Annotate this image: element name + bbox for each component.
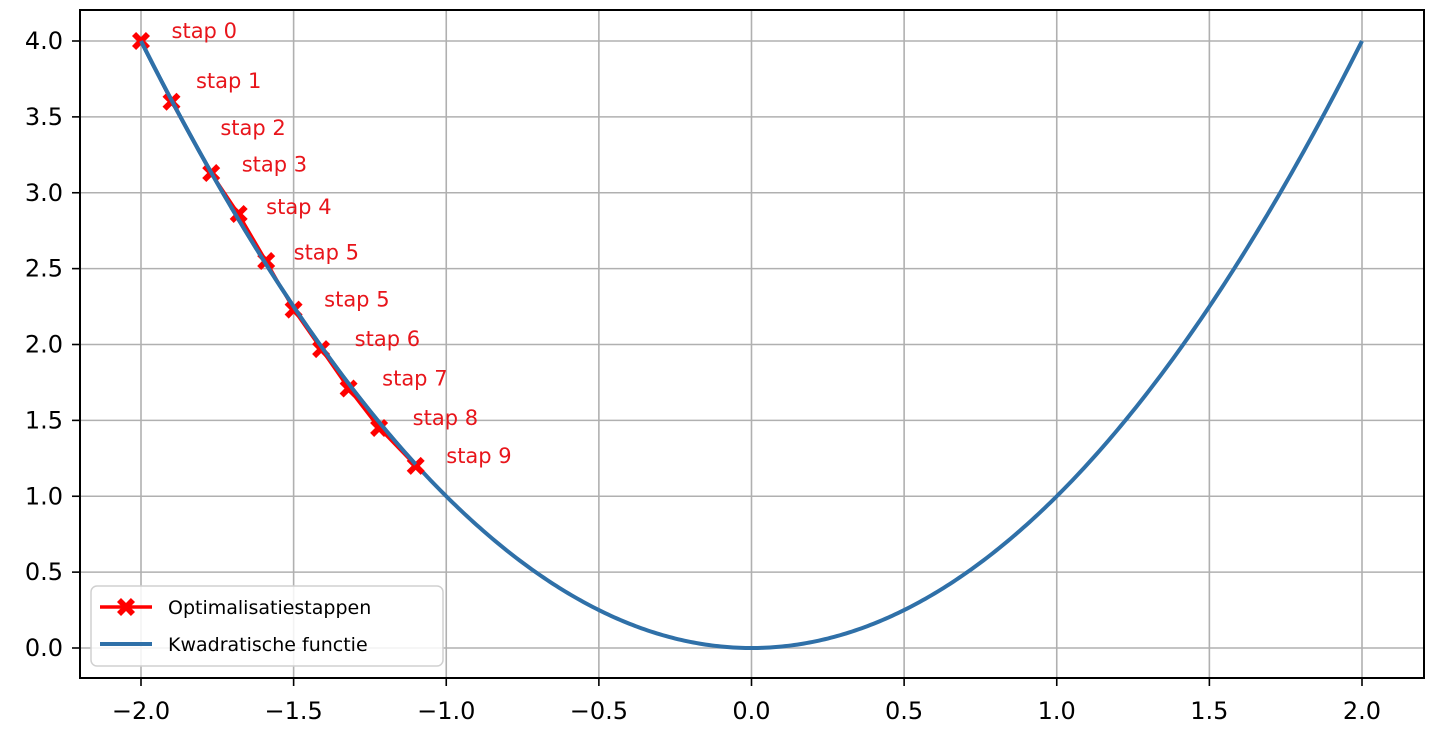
legend: Optimalisatiestappen Kwadratische functi… <box>90 585 444 667</box>
y-tick-label: 0.5 <box>25 558 63 586</box>
x-axis: −2.0 −1.5 −1.0 −0.5 0.0 0.5 1.0 1.5 2.0 <box>112 678 1381 725</box>
x-tick-label: −2.0 <box>112 697 170 725</box>
x-tick-label: −0.5 <box>570 697 628 725</box>
x-tick-label: −1.5 <box>264 697 322 725</box>
x-tick-label: 0.5 <box>885 697 923 725</box>
y-tick-label: 3.5 <box>25 103 63 131</box>
x-tick-label: 1.0 <box>1038 697 1076 725</box>
legend-label: Kwadratische functie <box>168 634 368 656</box>
step-label: stap 5 <box>324 287 389 311</box>
step-label: stap 6 <box>355 327 420 351</box>
step-label: stap 2 <box>220 116 285 140</box>
y-tick-label: 2.0 <box>25 331 63 359</box>
legend-x-marker-icon <box>117 598 135 616</box>
step-x-marker-icon <box>370 419 389 437</box>
x-tick-label: 0.0 <box>732 697 770 725</box>
y-tick-label: 3.0 <box>25 179 63 207</box>
optimization-steps <box>132 32 425 475</box>
y-tick-label: 2.5 <box>25 255 63 283</box>
legend-box <box>90 585 444 667</box>
step-label: stap 8 <box>413 406 478 430</box>
step-label: stap 0 <box>172 19 237 43</box>
grid-lines <box>80 10 1424 678</box>
x-tick-label: 1.5 <box>1190 697 1228 725</box>
step-label: stap 9 <box>446 444 511 468</box>
quadratic-function-line-overlay <box>139 40 418 466</box>
step-x-marker-icon <box>339 379 358 398</box>
y-axis: 0.0 0.5 1.0 1.5 2.0 2.5 3.0 3.5 4.0 <box>25 27 80 662</box>
legend-label: Optimalisatiestappen <box>168 597 371 619</box>
legend-item-optimization-steps: Optimalisatiestappen <box>100 597 371 619</box>
step-label: stap 5 <box>294 240 359 264</box>
y-tick-label: 0.0 <box>25 634 63 662</box>
step-label: stap 7 <box>382 366 447 390</box>
steps-line <box>139 40 417 467</box>
x-tick-label: 2.0 <box>1343 697 1381 725</box>
step-label: stap 3 <box>242 152 307 176</box>
x-tick-label: −1.0 <box>417 697 475 725</box>
y-tick-label: 1.5 <box>25 406 63 434</box>
step-labels: stap 0 stap 1 stap 2 stap 3 stap 4 stap 5 stap… <box>172 19 512 468</box>
y-tick-label: 1.0 <box>25 482 63 510</box>
legend-item-quadratic-function: Kwadratische functie <box>100 634 368 656</box>
y-tick-label: 4.0 <box>25 27 63 55</box>
step-label: stap 4 <box>266 195 331 219</box>
step-label: stap 1 <box>196 69 261 93</box>
